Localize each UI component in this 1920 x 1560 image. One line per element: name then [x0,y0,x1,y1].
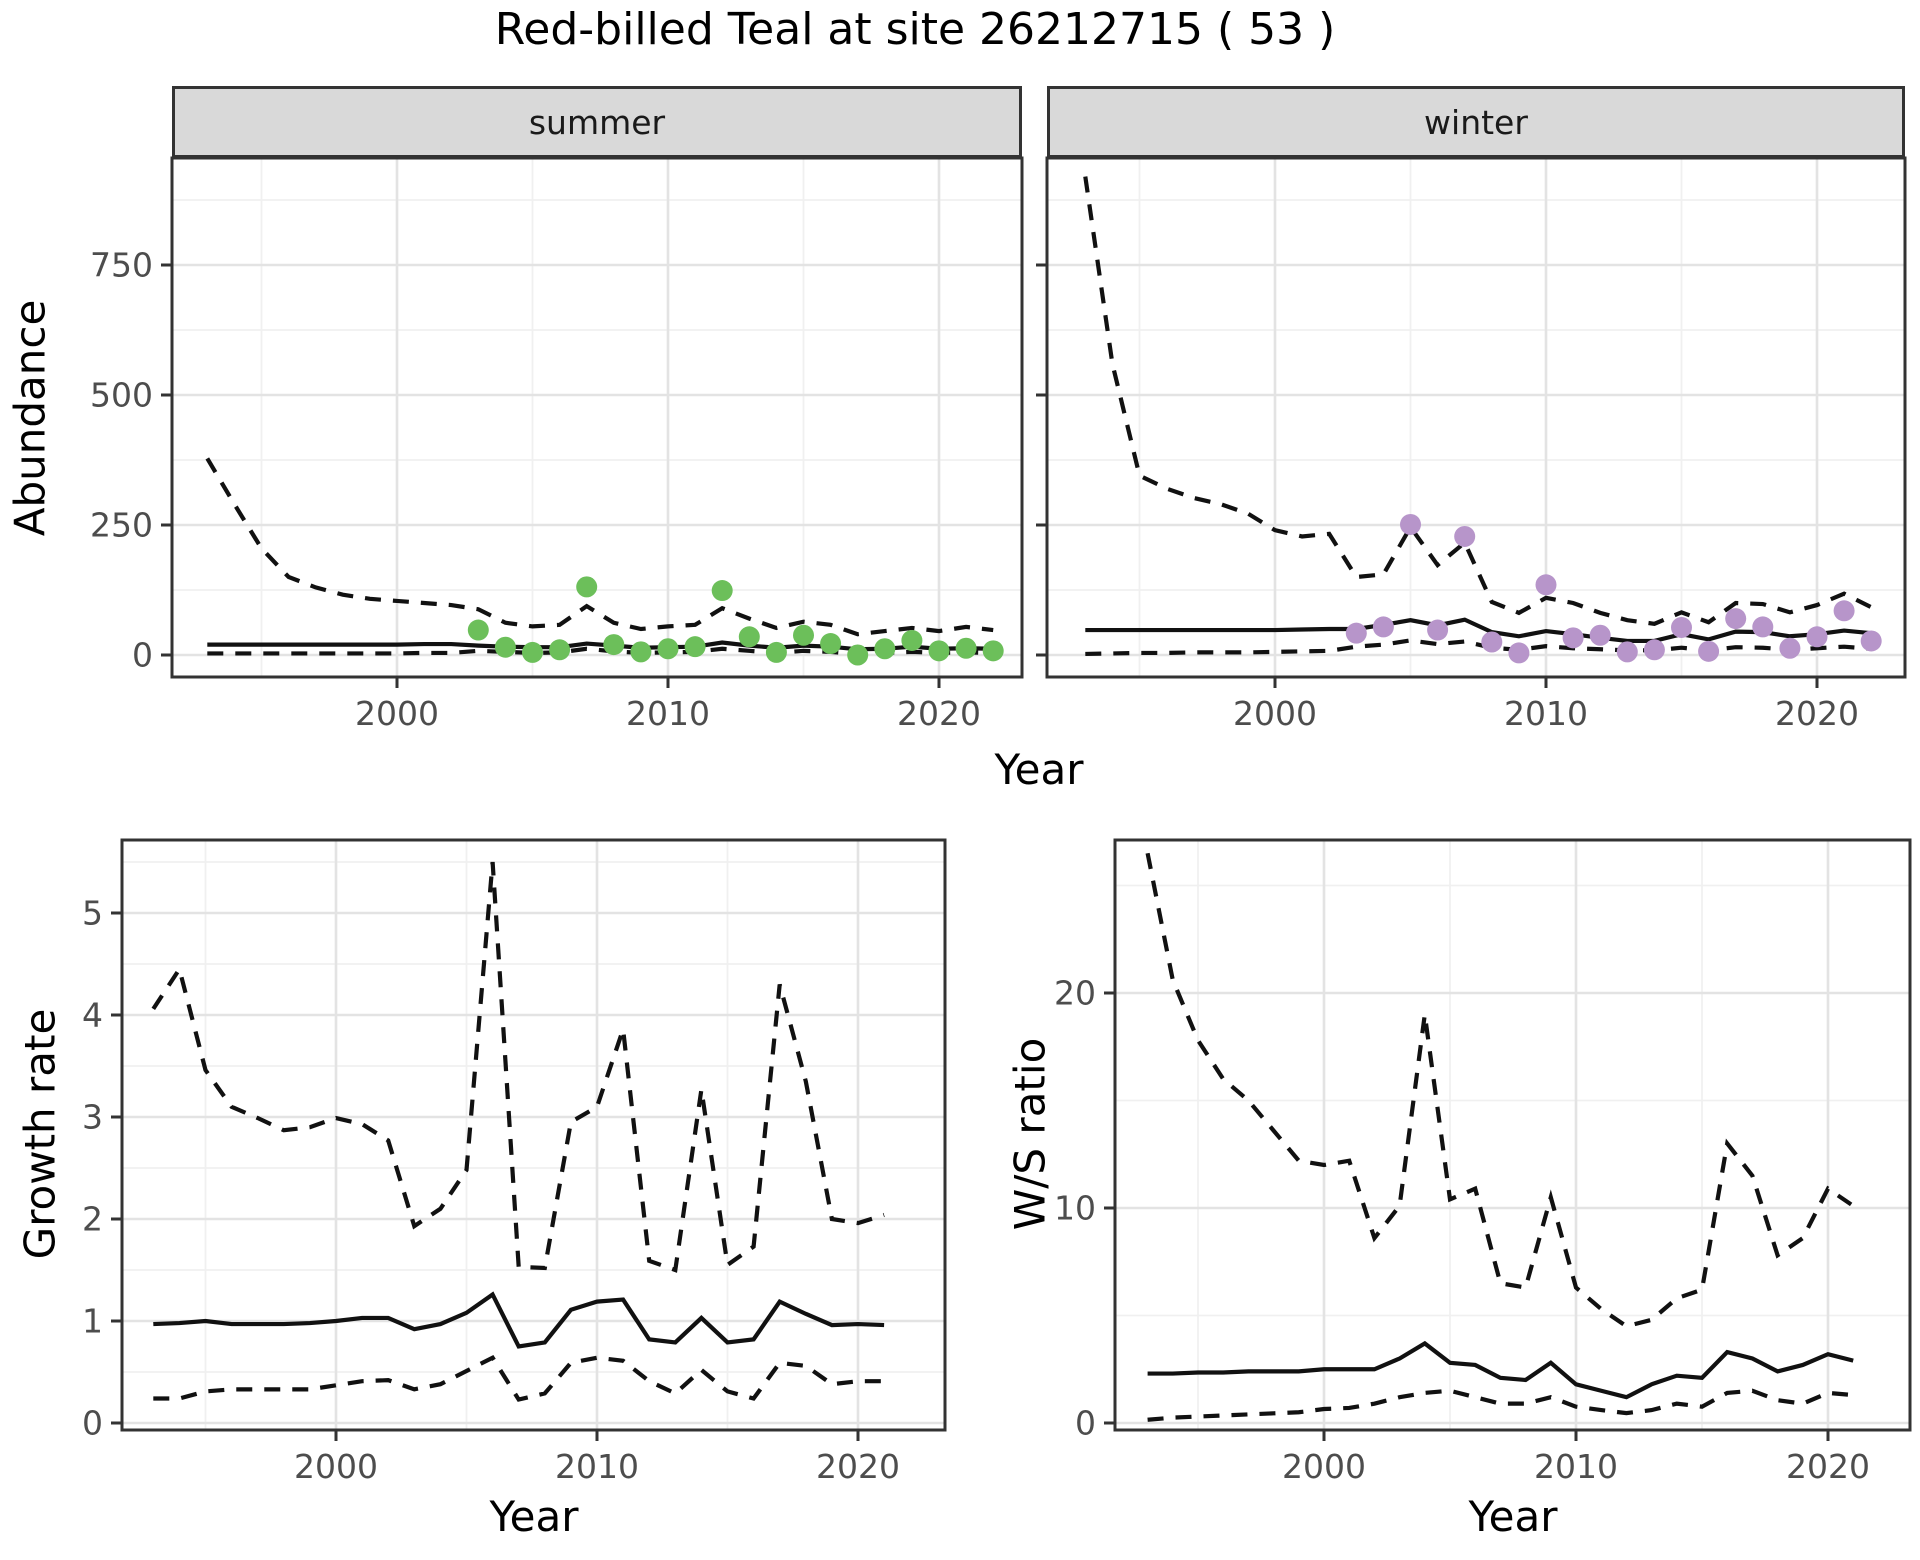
observed_summer_counts-point [901,629,923,651]
y-tick-label: 5 [82,893,103,933]
observed_summer_counts-point [982,640,1004,662]
x-axis-title-year-ws: Year [1468,1492,1558,1541]
abundance_winter-median-line [1085,617,1872,644]
y-tick-label: 0 [82,1403,103,1443]
figure-title: Red-billed Teal at site 26212715 ( 53 ) [494,4,1336,55]
observed_winter_counts-point [1427,619,1449,641]
x-tick-label: 2020 [1786,1447,1870,1486]
observed_summer_counts-point [522,641,543,663]
observed_winter_counts-point [1616,641,1638,663]
observed_summer_counts-point [657,638,679,660]
ws_ratio-lower_95CI-line [1147,1388,1854,1422]
observed_winter_counts-point [1400,513,1421,535]
observed_winter_counts-point [1725,608,1747,630]
facet-strip-summer: summer [172,86,1022,158]
growth_rate-lower_95CI-line [153,1354,885,1402]
observed_summer_counts-point [874,638,896,660]
abundance_winter-lower_95CI-line [1085,638,1872,657]
x-tick-label: 2010 [626,694,710,733]
observed_winter_counts-point [1860,630,1882,652]
observed_winter_counts-point [1806,626,1828,648]
observed_winter_counts-point [1833,600,1855,622]
observed_summer_counts-point [684,636,706,658]
x-tick-label: 2000 [355,694,439,733]
x-axis-title-year-growth: Year [489,1492,579,1541]
observed_winter_counts-point [1779,637,1801,659]
x-tick-label: 2000 [1233,694,1317,733]
observed_summer_counts-point [793,624,814,646]
observed_summer_counts-point [847,644,869,666]
observed_winter_counts-point [1372,616,1394,638]
facet-strip-winter-label: winter [1424,102,1528,142]
x-tick-label: 2000 [1282,1447,1366,1486]
observed_winter_counts-point [1562,627,1584,649]
ws_ratio-upper_95CI-line [1145,852,1855,1329]
observed_winter_counts-point [1454,525,1476,547]
y-tick-label: 0 [1075,1403,1096,1443]
observed_winter_counts-point [1481,631,1503,653]
y-tick-label: 2 [82,1199,103,1239]
observed_summer_counts-point [765,641,787,663]
y-axis-title-abundance: Abundance [5,299,55,537]
observed_summer_counts-point [467,619,489,641]
y-tick-label: 4 [82,995,103,1035]
observed_summer_counts-point [928,640,950,662]
observed_summer_counts-point [494,636,516,658]
y-tick-label: 3 [82,1097,103,1137]
observed_winter_counts-point [1535,574,1557,596]
growth_rate-median-line [153,1291,885,1349]
x-tick-label: 2010 [1534,1447,1618,1486]
observed_winter_counts-point [1698,640,1720,662]
growth_rate-upper_95CI-line [151,861,885,1273]
observed_summer_counts-point [738,626,760,648]
x-axis-title-year-top: Year [994,745,1084,794]
x-tick-label: 2020 [897,694,981,733]
x-tick-label: 2020 [816,1447,900,1486]
x-tick-label: 2010 [555,1447,639,1486]
y-tick-label: 250 [90,505,153,545]
observed_winter_counts-point [1508,642,1530,664]
abundance_summer-upper_95CI-line [205,457,994,637]
facet-strip-winter: winter [1047,86,1905,158]
x-tick-label: 2010 [1504,694,1588,733]
observed_summer_counts-point [549,639,571,661]
observed_summer_counts-point [603,634,625,656]
observed_summer_counts-point [955,637,977,659]
observed_summer_counts-point [630,641,652,663]
x-tick-label: 2020 [1775,694,1859,733]
observed_summer_counts-point [576,576,598,598]
y-tick-label: 20 [1054,973,1096,1013]
y-tick-label: 1 [82,1301,103,1341]
observed_summer_counts-point [820,633,842,655]
x-tick-label: 2000 [294,1447,378,1486]
observed_summer_counts-point [711,580,733,602]
observed_winter_counts-point [1589,624,1611,646]
observed_winter_counts-point [1671,616,1692,638]
observed_winter_counts-point [1752,616,1774,638]
observed_winter_counts-point [1643,639,1665,661]
y-tick-label: 0 [132,635,153,675]
facet-strip-summer-label: summer [528,102,666,142]
observed_winter_counts-point [1345,622,1367,644]
y-tick-label: 750 [90,245,153,285]
y-tick-label: 10 [1054,1188,1096,1228]
y-tick-label: 500 [90,375,153,415]
ws_ratio-median-line [1147,1340,1854,1400]
